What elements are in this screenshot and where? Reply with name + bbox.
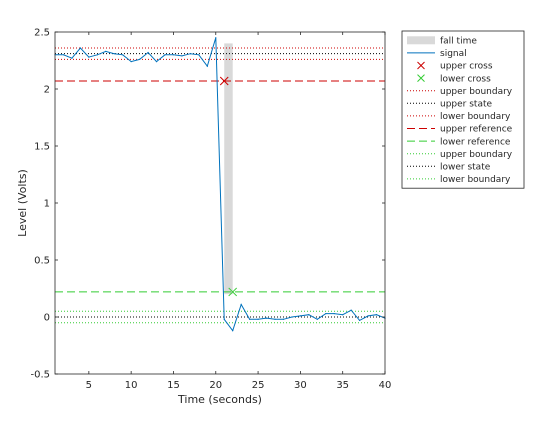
legend-label: upper state	[440, 100, 492, 110]
x-tick-label-30: 30	[294, 380, 307, 391]
series-line-signal	[55, 37, 386, 332]
data-point-signal-3	[79, 47, 81, 49]
data-point-signal-11	[147, 51, 149, 54]
legend-label: lower cross	[440, 74, 491, 84]
data-point-signal-5	[96, 54, 98, 56]
legend-label: upper cross	[440, 62, 493, 72]
data-point-signal-18	[206, 65, 208, 67]
legend-label: upper boundary	[440, 150, 513, 160]
data-point-signal-13	[164, 54, 166, 56]
data-point-signal-1	[62, 54, 65, 56]
data-point-signal-20	[223, 318, 225, 320]
legend-item-1: signal	[407, 49, 467, 59]
legend-label: lower reference	[440, 137, 511, 147]
legend-swatch-patch	[407, 36, 435, 45]
data-point-signal-8	[122, 54, 124, 56]
fall-time-band	[224, 43, 233, 295]
data-point-signal-26	[274, 318, 276, 320]
legend-swatch-marker-b	[417, 61, 425, 70]
data-point-signal-10	[139, 58, 141, 60]
data-point-signal-22	[240, 303, 242, 306]
legend-label: lower boundary	[440, 112, 511, 122]
upper-cross-marker	[219, 76, 229, 86]
data-point-signal-12	[155, 61, 158, 63]
y-tick-label-0: -0.5	[30, 370, 50, 381]
data-point-signal-19	[215, 37, 217, 39]
legend-item-10: lower state	[407, 163, 491, 173]
axes: 5 10 15 20 25 30 35 40 -0.5 0 0.5 1 1.5 2 2.5	[30, 28, 391, 392]
data-point-signal-31	[316, 318, 318, 320]
data-point-signal-35	[350, 309, 352, 311]
legend: fall time signal upper cross lower cross upp…	[401, 30, 525, 189]
x-tick-label-25: 25	[252, 380, 265, 391]
data-point-signal-9	[130, 61, 132, 63]
data-point-signal-36	[359, 319, 361, 322]
legend-label: fall time	[440, 37, 477, 47]
marker-stroke-b	[228, 287, 238, 297]
data-point-signal-23	[249, 318, 251, 320]
x-tick-label-10: 10	[125, 380, 138, 391]
data-point-signal-33	[333, 312, 335, 315]
legend-item-11: lower boundary	[407, 175, 511, 185]
data-point-signal-16	[189, 53, 191, 55]
data-point-signal-28	[291, 316, 293, 318]
data-point-signal-32	[325, 312, 327, 315]
data-point-signal-29	[299, 315, 301, 317]
legend-item-5: upper state	[407, 100, 492, 110]
y-tick-label-6: 2.5	[34, 28, 50, 39]
y-tick-label-3: 1	[44, 199, 50, 210]
legend-item-0: fall time	[407, 36, 477, 47]
legend-label: upper boundary	[440, 87, 513, 97]
data-point-signal-14	[172, 54, 175, 56]
y-axis-label: Level (Volts)	[16, 169, 29, 237]
legend-label: lower boundary	[440, 175, 511, 185]
data-point-signal-38	[375, 314, 378, 316]
lower-cross-marker	[228, 287, 238, 297]
legend-label: upper reference	[440, 125, 513, 135]
data-point-signal-7	[113, 53, 115, 55]
x-tick-label-40: 40	[379, 380, 392, 391]
y-tick-label-1: 0	[44, 313, 50, 324]
data-point-signal-21	[232, 330, 234, 332]
y-tick-label-2: 0.5	[34, 256, 50, 267]
x-tick-label-15: 15	[167, 380, 180, 391]
plot-area	[54, 32, 386, 374]
x-tick-label-5: 5	[86, 380, 92, 391]
data-point-signal-24	[257, 318, 259, 320]
data-point-signal-27	[282, 318, 285, 320]
legend-item-6: lower boundary	[407, 112, 511, 122]
data-point-signal-2	[71, 57, 73, 59]
legend-item-8: lower reference	[407, 137, 511, 147]
data-point-signal-6	[105, 50, 107, 52]
legend-label: lower state	[440, 163, 491, 173]
y-tick-label-5: 2	[44, 85, 50, 96]
legend-item-4: upper boundary	[407, 87, 513, 97]
legend-box	[401, 30, 525, 189]
data-point-signal-37	[367, 315, 369, 317]
legend-swatch-marker-b	[417, 74, 425, 82]
y-tick-label-4: 1.5	[34, 142, 50, 153]
legend-item-2: upper cross	[417, 61, 493, 72]
x-tick-label-35: 35	[336, 380, 349, 391]
data-point-signal-4	[88, 56, 90, 58]
data-point-signal-17	[198, 54, 200, 56]
data-point-signal-25	[265, 317, 268, 319]
legend-item-3: lower cross	[417, 74, 491, 84]
legend-label: signal	[440, 49, 467, 59]
data-point-signal-15	[181, 55, 183, 57]
x-axis-label: Time (seconds)	[177, 393, 262, 406]
data-point-signal-34	[342, 314, 344, 316]
legend-item-7: upper reference	[407, 125, 513, 135]
marker-stroke-b	[219, 76, 229, 86]
legend-item-9: upper boundary	[407, 150, 513, 160]
data-point-signal-30	[308, 314, 310, 316]
x-tick-label-20: 20	[209, 380, 222, 391]
